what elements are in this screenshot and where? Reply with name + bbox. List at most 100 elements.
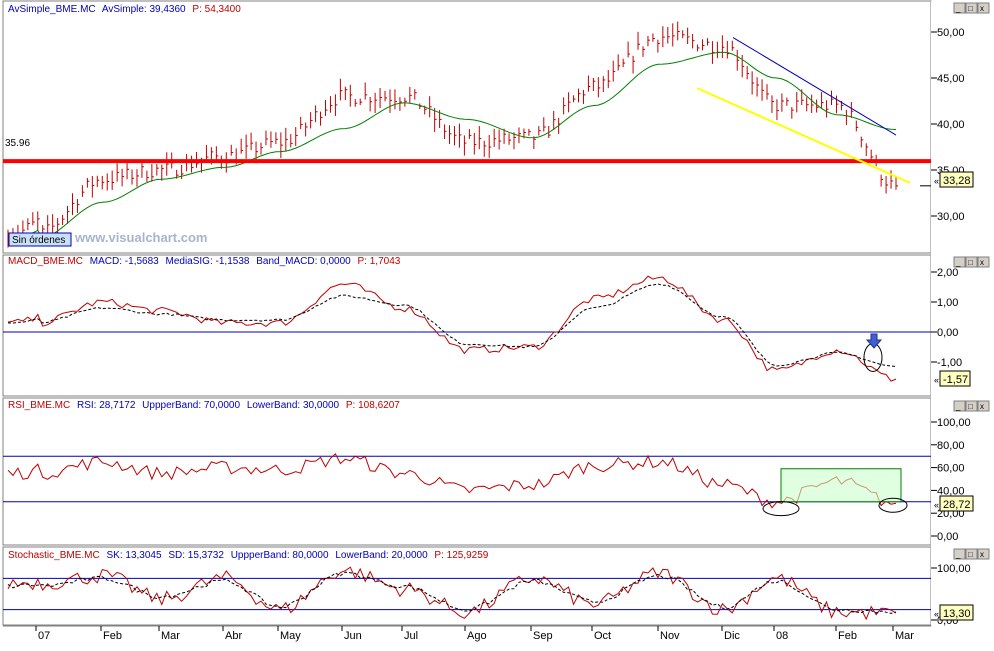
rsi-y-tick-label: 40,00 bbox=[937, 485, 965, 497]
macd-panel-frame bbox=[2, 254, 932, 397]
svg-text:□: □ bbox=[968, 550, 973, 559]
rsi-y-tick-label: 80,00 bbox=[937, 440, 965, 452]
x-tick-label: Feb bbox=[103, 630, 122, 642]
macd-series-line bbox=[7, 283, 897, 367]
svg-text:«: « bbox=[934, 500, 939, 510]
maximize-icon[interactable] bbox=[965, 548, 978, 560]
x-tick-label: Ago bbox=[467, 630, 487, 642]
stochastic-y-tick-label: 100,00 bbox=[937, 563, 971, 575]
minimize-icon[interactable] bbox=[953, 256, 966, 268]
svg-text:□: □ bbox=[968, 402, 973, 411]
down-arrow-icon bbox=[865, 333, 883, 349]
svg-text:x: x bbox=[980, 402, 984, 411]
maximize-icon[interactable] bbox=[965, 256, 978, 268]
order-badge-label: Sin órdenes bbox=[12, 235, 65, 246]
x-tick-label: Dic bbox=[724, 630, 740, 642]
svg-text:«: « bbox=[934, 609, 939, 619]
price-y-tick-label: 40,00 bbox=[937, 119, 965, 131]
price-y-tick-label: 50,00 bbox=[937, 27, 965, 39]
macd-y-tick-label: -1,00 bbox=[937, 357, 962, 369]
x-tick-label: Abr bbox=[225, 630, 242, 642]
rsi-highlight-zone[interactable] bbox=[780, 468, 902, 503]
rsi-series-line bbox=[7, 453, 897, 509]
svg-text:_: _ bbox=[955, 4, 961, 13]
price-panel-header: AvSimple_BME.MC AvSimple: 39,4360 P: 54,… bbox=[8, 4, 241, 15]
watermark: www.visualchart.com bbox=[74, 230, 207, 245]
stochastic-panel-buttons: _ □ x bbox=[953, 548, 990, 560]
stochastic-series-line bbox=[7, 566, 897, 621]
svg-text:□: □ bbox=[968, 4, 973, 13]
price-y-tick-label: 30,00 bbox=[937, 211, 965, 223]
svg-text:x: x bbox=[980, 550, 984, 559]
svg-text:_: _ bbox=[955, 258, 961, 267]
svg-text:«: « bbox=[934, 176, 939, 186]
macd-current-value: -1,57 bbox=[943, 374, 968, 386]
order-badge[interactable] bbox=[8, 232, 72, 247]
x-tick-label: 07 bbox=[38, 630, 50, 642]
x-tick-label: 08 bbox=[776, 630, 788, 642]
rsi-y-tick-label: 60,00 bbox=[937, 463, 965, 475]
x-tick-label: May bbox=[280, 630, 301, 642]
stochastic-current-value-tag: « 13,30 bbox=[934, 604, 974, 621]
svg-text:x: x bbox=[980, 258, 984, 267]
macd-panel-header: MACD_BME.MC MACD: -1,5683 MediaSIG: -1,1… bbox=[8, 256, 401, 267]
x-tick-label: Mar bbox=[161, 630, 180, 642]
x-tick-label: Sep bbox=[533, 630, 553, 642]
stochastic-panel-frame bbox=[2, 546, 932, 626]
close-icon[interactable] bbox=[977, 400, 990, 412]
macd-series-line bbox=[7, 275, 897, 382]
rsi-y-tick-label: 0,00 bbox=[937, 531, 958, 543]
downtrend-resistance-line[interactable] bbox=[732, 37, 897, 136]
rsi-low-ellipse-left[interactable] bbox=[762, 501, 800, 517]
stochastic-current-value: 13,30 bbox=[943, 608, 971, 620]
svg-text:_: _ bbox=[955, 550, 961, 559]
maximize-icon[interactable] bbox=[965, 400, 978, 412]
price-current-value: 33,28 bbox=[943, 175, 971, 187]
y-axis-area bbox=[931, 1, 991, 625]
x-tick-label: Feb bbox=[838, 630, 857, 642]
rsi-y-tick-label: 100,00 bbox=[937, 417, 971, 429]
stochastic-panel: 100,000,00 bbox=[3, 563, 971, 627]
rsi-current-value-tag: « 28,72 bbox=[934, 495, 974, 512]
macd-y-tick-label: 2,00 bbox=[937, 267, 958, 279]
rsi-current-value: 28,72 bbox=[943, 499, 971, 511]
minimize-icon[interactable] bbox=[953, 400, 966, 412]
downtrend-support-line[interactable] bbox=[696, 87, 911, 184]
price-y-tick-label: 45,00 bbox=[937, 73, 965, 85]
maximize-icon[interactable] bbox=[965, 2, 978, 14]
rsi-panel-frame bbox=[2, 397, 932, 546]
x-axis: 07 Feb Mar Abr May Jun Jul Ago Sep Oct Nov Dic 08 Feb… bbox=[3, 625, 931, 642]
close-icon[interactable] bbox=[977, 548, 990, 560]
macd-y-tick-label: 0,00 bbox=[937, 327, 958, 339]
macd-y-tick-label: 1,00 bbox=[937, 297, 958, 309]
x-tick-label: Mar bbox=[895, 630, 914, 642]
rsi-low-ellipse-right[interactable] bbox=[878, 497, 908, 513]
stochastic-panel-header: Stochastic_BME.MC SK: 13,3045 SD: 15,373… bbox=[8, 550, 489, 561]
price-current-value-tag: « 33,28 bbox=[934, 171, 974, 188]
close-icon[interactable] bbox=[977, 256, 990, 268]
rsi-panel-header: RSI_BME.MC RSI: 28,7172 UppperBand: 70,0… bbox=[8, 400, 400, 411]
minimize-icon[interactable] bbox=[953, 2, 966, 14]
x-tick-label: Oct bbox=[594, 630, 611, 642]
x-tick-label: Jul bbox=[404, 630, 418, 642]
macd-current-value-tag: « -1,57 bbox=[934, 370, 971, 387]
svg-text:«: « bbox=[934, 375, 939, 385]
x-tick-label: Jun bbox=[344, 630, 362, 642]
svg-text:□: □ bbox=[968, 258, 973, 267]
svg-text:_: _ bbox=[955, 402, 961, 411]
sma-line bbox=[7, 51, 897, 240]
minimize-icon[interactable] bbox=[953, 548, 966, 560]
svg-text:x: x bbox=[980, 4, 984, 13]
stochastic-series-line bbox=[7, 571, 897, 614]
macd-panel-buttons: _ □ x bbox=[953, 256, 990, 268]
support-level-label: 35.96 bbox=[5, 138, 30, 149]
close-icon[interactable] bbox=[977, 2, 990, 14]
price-panel-buttons: _ □ x bbox=[953, 2, 990, 14]
macd-panel: 2,00 1,00 0,00 -1,00 bbox=[3, 267, 962, 382]
x-tick-label: Nov bbox=[660, 630, 680, 642]
price-panel-frame bbox=[2, 0, 932, 254]
